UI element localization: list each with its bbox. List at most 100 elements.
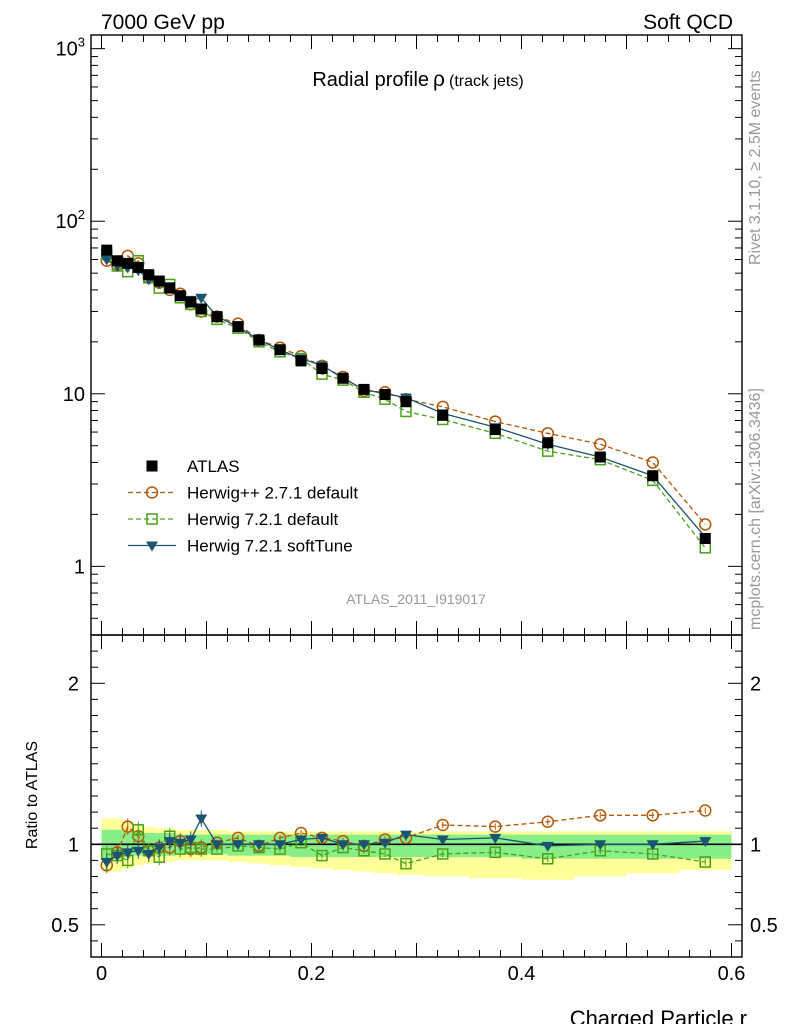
ratio-y-tick-label: 2: [68, 673, 79, 695]
ratio-point-herwig-2-7-1-default: [646, 809, 659, 822]
data-point-herwig-2-7-1-default: [594, 437, 607, 451]
chart-title: Radial profile ρ (track jets): [312, 68, 523, 91]
x-tick-label: 0: [96, 963, 107, 985]
ratio-point-herwig-7-2-1-softtune: [232, 840, 244, 851]
data-point-herwig-2-7-1-default: [699, 518, 712, 531]
ratio-point-herwig-7-2-1-default: [400, 857, 412, 870]
rivet-label: Rivet 3.1.10, ≥ 2.5M events: [747, 70, 764, 265]
ratio-point-herwig-7-2-1-softtune: [699, 837, 712, 848]
data-point-atlas: [143, 269, 155, 281]
chart-title-sub: (track jets): [449, 73, 524, 90]
data-point-atlas: [232, 321, 244, 333]
ratio-point-herwig-7-2-1-softtune: [295, 835, 307, 846]
data-point-atlas: [337, 372, 349, 384]
ratio-plot: 0.5 0.5 1 1 2 2 0 0.2 0.4 0.6: [51, 634, 778, 985]
ratio-y-axis-label: Ratio to ATLAS: [24, 741, 41, 849]
ratio-point-herwig-7-2-1-softtune: [316, 833, 328, 844]
ratio-point-herwig-7-2-1-softtune: [358, 840, 370, 851]
data-point-atlas: [400, 396, 412, 408]
data-point-atlas: [316, 363, 328, 375]
y-tick-label-exponent: 2: [78, 207, 85, 222]
y-tick-label: 1: [74, 556, 85, 578]
ratio-point-herwig-2-7-1-default: [541, 815, 554, 829]
data-point-atlas: [164, 282, 176, 294]
x-tick-label: 0.2: [298, 963, 326, 985]
ratio-point-herwig-7-2-1-softtune: [436, 835, 449, 846]
data-point-atlas: [542, 437, 554, 449]
legend-label: ATLAS: [187, 457, 240, 476]
ratio-point-herwig-7-2-1-softtune: [541, 841, 554, 852]
y-tick-label-base: 10: [56, 39, 78, 61]
ratio-y-tick-label-right: 0.5: [750, 915, 778, 937]
legend-marker: [145, 486, 159, 499]
ratio-point-herwig-7-2-1-default: [437, 848, 449, 860]
ratio-plot-frame: [90, 634, 743, 958]
data-point-atlas: [174, 290, 186, 302]
legend-item-herwig-7-2-1-default: Herwig 7.2.1 default: [128, 510, 338, 529]
ratio-point-herwig-2-7-1-default: [594, 809, 607, 822]
data-point-atlas: [437, 409, 449, 421]
x-axis-label: Charged Particle r: [570, 1006, 747, 1024]
header-right: Soft QCD: [643, 11, 733, 34]
legend-marker: [146, 513, 158, 525]
data-point-atlas: [253, 334, 265, 346]
data-point-atlas: [101, 244, 113, 256]
ratio-point-herwig-7-2-1-softtune: [142, 849, 155, 860]
data-point-atlas: [122, 257, 134, 269]
legend-marker: [146, 541, 158, 552]
y-tick-label-exponent: 3: [78, 35, 85, 50]
data-point-herwig-2-7-1-default: [646, 456, 659, 469]
legend-label: Herwig 7.2.1 default: [187, 510, 338, 529]
data-point-atlas: [647, 470, 659, 482]
ratio-point-herwig-7-2-1-softtune: [153, 843, 166, 854]
data-point-atlas: [274, 344, 286, 356]
ratio-point-herwig-7-2-1-softtune: [195, 814, 208, 825]
legend-marker: [146, 460, 158, 472]
ratio-series-herwig-7-2-1-softtune: [100, 810, 712, 871]
chart-title-symbol: ρ: [433, 68, 445, 91]
ratio-point-herwig-7-2-1-default: [489, 846, 501, 859]
legend-label: Herwig 7.2.1 softTune: [187, 537, 353, 556]
ratio-y-tick-label: 0.5: [51, 915, 79, 937]
analysis-watermark: ATLAS_2011_I919017: [346, 591, 486, 607]
y-tick-label: 10: [63, 384, 85, 406]
y-tick-label: 102: [56, 207, 85, 233]
mcplots-label: mcplots.cern.ch [arXiv:1306.3436]: [747, 388, 764, 630]
legend-item-atlas: ATLAS: [146, 457, 240, 476]
legend: ATLAS Herwig++ 2.7.1 default Herwig 7.2.1 …: [128, 457, 358, 556]
ratio-point-herwig-2-7-1-default: [699, 804, 712, 817]
ratio-point-herwig-7-2-1-softtune: [184, 835, 197, 846]
ratio-point-herwig-7-2-1-softtune: [594, 840, 607, 851]
ratio-point-herwig-2-7-1-default: [489, 820, 502, 833]
data-point-atlas: [594, 451, 606, 463]
ratio-y-tick-label-right: 1: [750, 834, 761, 856]
ratio-point-herwig-7-2-1-softtune: [100, 858, 113, 869]
ratio-point-herwig-7-2-1-softtune: [253, 840, 265, 851]
data-point-atlas: [699, 532, 711, 544]
ratio-line-herwig-7-2-1-default: [106, 828, 706, 865]
ratio-point-herwig-7-2-1-softtune: [111, 851, 124, 862]
ratio-point-herwig-7-2-1-softtune: [337, 840, 349, 851]
data-point-atlas: [211, 311, 223, 323]
y-tick-label: 103: [56, 35, 85, 61]
ratio-point-herwig-7-2-1-softtune: [646, 840, 659, 851]
ratio-point-herwig-7-2-1-default: [699, 856, 711, 868]
ratio-point-herwig-7-2-1-softtune: [163, 837, 176, 848]
x-tick-label: 0.4: [508, 963, 536, 985]
data-point-herwig-7-2-1-softtune: [100, 255, 113, 266]
y-tick-label-base: 10: [56, 211, 78, 233]
legend-item-herwig-2-7-1-default: Herwig++ 2.7.1 default: [128, 484, 358, 503]
ratio-point-herwig-2-7-1-default: [436, 818, 449, 832]
series-atlas: [101, 244, 711, 544]
data-point-atlas: [295, 355, 307, 367]
ratio-y-tick-label: 1: [68, 834, 79, 856]
ratio-point-herwig-7-2-1-default: [195, 843, 207, 855]
ratio-point-herwig-7-2-1-softtune: [132, 846, 145, 857]
ratio-point-herwig-7-2-1-softtune: [489, 833, 502, 844]
data-point-atlas: [132, 261, 144, 273]
ratio-point-herwig-7-2-1-softtune: [274, 840, 286, 851]
ratio-point-herwig-7-2-1-softtune: [379, 838, 391, 849]
legend-item-herwig-7-2-1-softtune: Herwig 7.2.1 softTune: [128, 537, 353, 556]
ratio-line-herwig-2-7-1-default: [106, 809, 706, 866]
